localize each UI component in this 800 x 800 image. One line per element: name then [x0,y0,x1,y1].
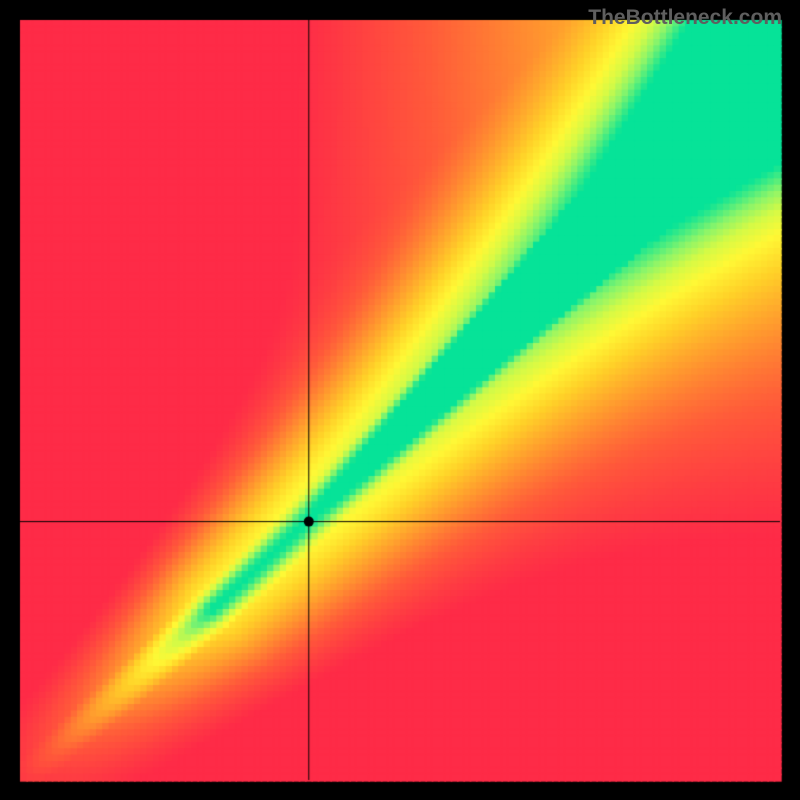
attribution-label: TheBottleneck.com [588,6,782,30]
chart-container: TheBottleneck.com [0,0,800,800]
heatmap-canvas [0,0,800,800]
